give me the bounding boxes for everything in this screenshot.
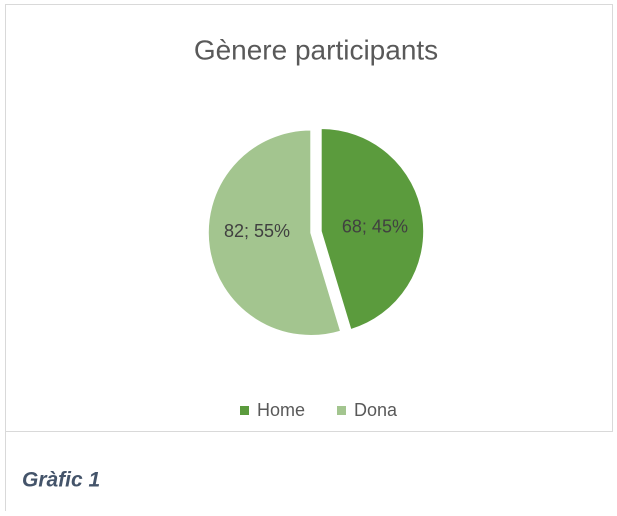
pie-slice <box>207 128 342 337</box>
caption: Gràfic 1 <box>22 469 100 492</box>
legend-swatch <box>240 406 249 415</box>
data-label: 68; 45% <box>342 217 408 237</box>
pie-slice <box>320 127 425 331</box>
legend-label: Dona <box>354 400 398 420</box>
chart-title: Gènere participants <box>194 34 438 65</box>
legend-label: Home <box>257 400 305 420</box>
data-label: 82; 55% <box>224 221 290 241</box>
legend-swatch <box>337 406 346 415</box>
